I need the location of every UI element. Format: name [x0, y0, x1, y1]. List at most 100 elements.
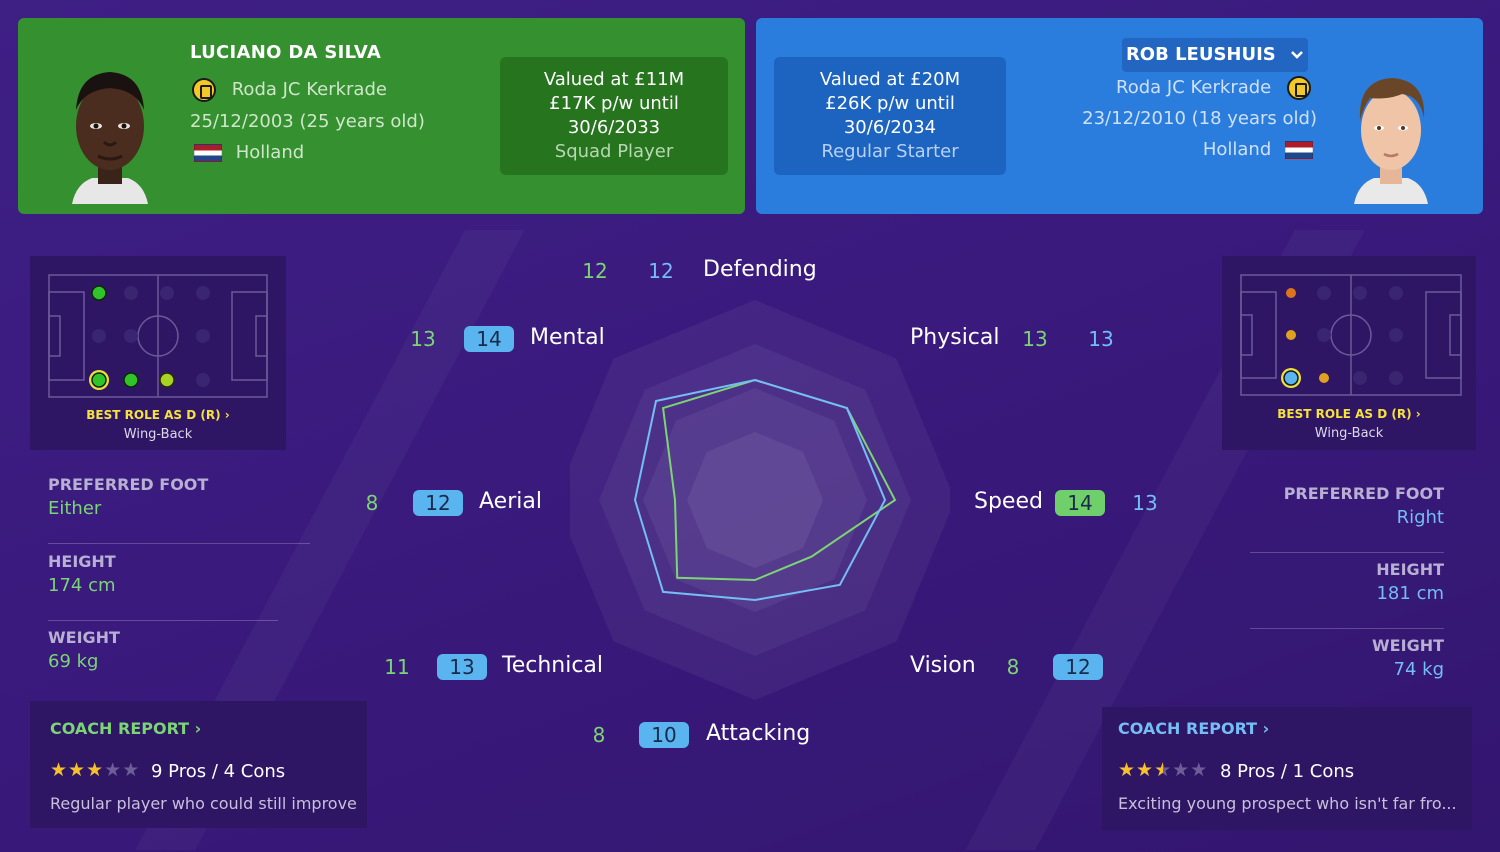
defending-label[interactable]: Defending: [703, 257, 817, 282]
star-icon: ★: [104, 759, 123, 781]
left-coach-report-title: COACH REPORT: [50, 719, 190, 738]
left-dob: 25/12/2003 (25 years old): [190, 111, 425, 132]
left-squad-status: Squad Player: [554, 141, 674, 162]
right-preferred-foot: Right: [1396, 507, 1444, 528]
speed-label[interactable]: Speed: [974, 489, 1043, 514]
right-contract-box: Valued at £20M £26K p/w until 30/6/2034 …: [774, 57, 1006, 175]
left-player-face: [72, 72, 148, 204]
radar-ring: [687, 432, 823, 568]
speed-left-value: 14: [1055, 490, 1105, 516]
left-club-row[interactable]: Roda JC Kerkrade: [192, 78, 387, 102]
right-player-selector[interactable]: ROB LEUSHUIS: [1122, 38, 1308, 72]
right-club-row[interactable]: Roda JC Kerkrade: [1116, 76, 1311, 100]
left-position-pitch: [48, 274, 268, 398]
right-weight-label: WEIGHT: [1372, 636, 1444, 655]
left-nationality: Holland: [235, 142, 305, 163]
chevron-right-icon: ›: [1262, 719, 1270, 738]
chevron-right-icon: ›: [1415, 407, 1421, 421]
right-player-card[interactable]: Valued at £20M £26K p/w until 30/6/2034 …: [756, 18, 1483, 214]
divider: [48, 620, 278, 621]
vision-right-value: 12: [1053, 654, 1103, 680]
right-coach-summary: Exciting young prospect who isn't far fr…: [1118, 794, 1457, 813]
right-value: Valued at £20M: [819, 69, 961, 90]
mental-label[interactable]: Mental: [530, 325, 605, 350]
right-nationality-row: Holland: [1203, 139, 1313, 160]
chevron-right-icon: ›: [224, 408, 230, 422]
defending-left-value: 12: [582, 259, 608, 283]
right-wage: £26K p/w until: [825, 93, 955, 114]
left-nationality-row: Holland: [194, 142, 304, 163]
right-preferred-foot-label: PREFERRED FOOT: [1283, 484, 1444, 503]
half-star-icon: ★: [1154, 759, 1173, 781]
chevron-down-icon: [1291, 51, 1303, 59]
speed-right-value: 13: [1132, 491, 1158, 515]
star-icon: ★: [68, 759, 87, 781]
left-player-name[interactable]: LUCIANO DA SILVA: [190, 42, 382, 63]
left-preferred-foot-label: PREFERRED FOOT: [48, 475, 209, 494]
left-player-card[interactable]: LUCIANO DA SILVA Roda JC Kerkrade 25/12/…: [18, 18, 745, 214]
technical-left-value: 11: [384, 655, 410, 679]
aerial-label[interactable]: Aerial: [479, 489, 542, 514]
star-icon: ★: [122, 759, 141, 781]
left-pros-cons: 9 Pros / 4 Cons: [151, 761, 286, 782]
star-icon: ★: [50, 759, 69, 781]
divider: [1250, 628, 1444, 629]
left-best-role-link[interactable]: BEST ROLE AS D (R) ›: [30, 408, 286, 422]
right-coach-report[interactable]: COACH REPORT › ★★★★★ 8 Pros / 1 Cons Exc…: [1102, 707, 1472, 830]
star-icon: ★: [1190, 759, 1209, 781]
chevron-right-icon: ›: [194, 719, 202, 738]
divider: [1250, 552, 1444, 553]
vision-label[interactable]: Vision: [910, 653, 976, 678]
physical-label[interactable]: Physical: [910, 325, 1000, 350]
netherlands-flag-icon: [1285, 141, 1313, 159]
right-coach-report-link[interactable]: COACH REPORT ›: [1118, 719, 1269, 738]
left-position-panel[interactable]: BEST ROLE AS D (R) › Wing-Back: [30, 256, 286, 450]
left-coach-report-link[interactable]: COACH REPORT ›: [50, 719, 201, 738]
left-weight: 69 kg: [48, 651, 99, 672]
star-icon: ★: [1136, 759, 1155, 781]
defending-right-value: 12: [648, 259, 674, 283]
attacking-right-value: 10: [639, 722, 689, 748]
right-player-name: ROB LEUSHUIS: [1125, 44, 1276, 65]
aerial-left-value: 8: [365, 491, 379, 515]
left-height-label: HEIGHT: [48, 552, 116, 571]
club-crest-icon: [192, 78, 216, 102]
left-club-name[interactable]: Roda JC Kerkrade: [231, 79, 387, 100]
left-coach-summary: Regular player who could still improve: [50, 794, 357, 813]
right-best-role-title: BEST ROLE AS D (R): [1277, 407, 1412, 421]
right-club-name[interactable]: Roda JC Kerkrade: [1116, 77, 1272, 98]
right-best-role-link[interactable]: BEST ROLE AS D (R) ›: [1222, 407, 1476, 421]
mental-right-value: 14: [464, 326, 514, 352]
attacking-label[interactable]: Attacking: [706, 721, 811, 746]
right-coach-report-title: COACH REPORT: [1118, 719, 1258, 738]
physical-right-value: 13: [1088, 327, 1114, 351]
left-contract-end: 30/6/2033: [567, 117, 661, 138]
left-best-role-title: BEST ROLE AS D (R): [86, 408, 221, 422]
divider: [48, 543, 310, 544]
right-pros-cons: 8 Pros / 1 Cons: [1220, 761, 1355, 782]
left-weight-label: WEIGHT: [48, 628, 120, 647]
left-player-radar-polygon: [661, 378, 897, 582]
mental-left-value: 13: [410, 327, 436, 351]
technical-label[interactable]: Technical: [502, 653, 604, 678]
left-wage: £17K p/w until: [549, 93, 679, 114]
right-dob: 23/12/2010 (18 years old): [1082, 108, 1317, 129]
left-coach-report[interactable]: COACH REPORT › ★★★★★ 9 Pros / 4 Cons Reg…: [30, 701, 367, 828]
left-value: Valued at £11M: [543, 69, 685, 90]
right-player-face: [1354, 78, 1428, 204]
radar-rings: [570, 300, 950, 700]
attacking-left-value: 8: [592, 723, 606, 747]
star-icon: ★: [1172, 759, 1191, 781]
left-star-rating: ★★★★★: [50, 759, 140, 781]
physical-left-value: 13: [1022, 327, 1048, 351]
star-icon: ★: [86, 759, 105, 781]
aerial-right-value: 12: [413, 490, 463, 516]
right-position-pitch: [1240, 274, 1462, 396]
attribute-radar-chart: [570, 300, 950, 700]
right-best-role: Wing-Back: [1314, 426, 1384, 441]
right-contract-end: 30/6/2034: [843, 117, 937, 138]
right-height: 181 cm: [1376, 583, 1444, 604]
left-height: 174 cm: [48, 575, 116, 596]
right-position-panel[interactable]: BEST ROLE AS D (R) › Wing-Back: [1222, 256, 1476, 450]
left-contract-box: Valued at £11M £17K p/w until 30/6/2033 …: [500, 57, 728, 175]
